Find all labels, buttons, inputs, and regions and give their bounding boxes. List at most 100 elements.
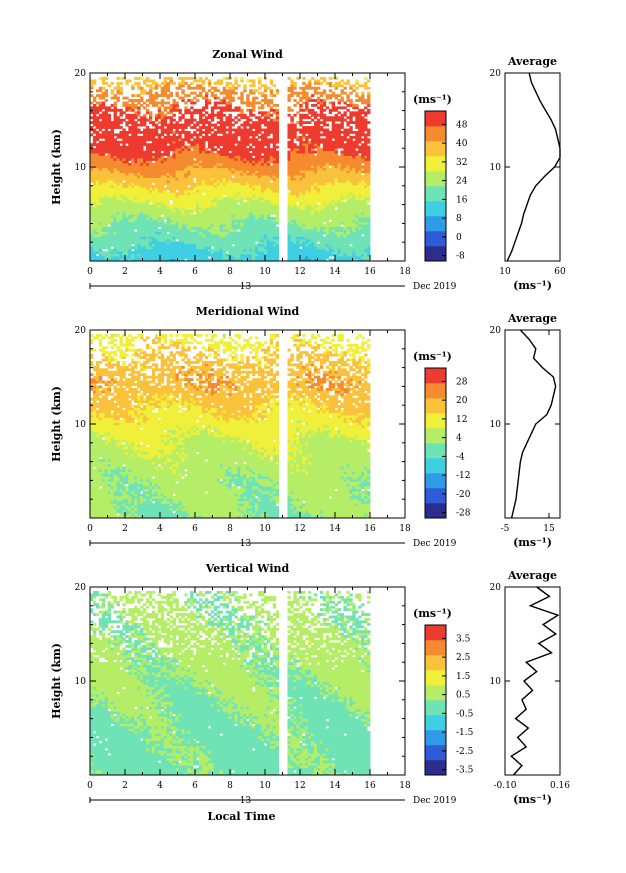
- heatmap-cell: [219, 79, 224, 83]
- heatmap-cell: [107, 155, 112, 159]
- heatmap-cell: [166, 116, 170, 120]
- heatmap-cell: [175, 253, 179, 257]
- heatmap-cell: [308, 126, 312, 129]
- heatmap-cell: [95, 231, 100, 235]
- heatmap-cell: [319, 258, 324, 262]
- heatmap-cell: [119, 157, 123, 161]
- heatmap-cell: [134, 150, 138, 154]
- heatmap-cell: [263, 184, 268, 188]
- heatmap-cell: [151, 145, 156, 149]
- heatmap-cell: [207, 123, 212, 127]
- heatmap-cell: [222, 155, 226, 159]
- heatmap-cell: [234, 224, 238, 228]
- heatmap-cell: [213, 219, 218, 223]
- heatmap-cell: [325, 256, 330, 259]
- heatmap-cell: [325, 211, 330, 215]
- heatmap-cell: [228, 207, 232, 210]
- heatmap-cell: [243, 226, 247, 230]
- heatmap-cell: [202, 214, 206, 218]
- heatmap-cell: [175, 138, 179, 142]
- heatmap-cell: [107, 170, 112, 174]
- heatmap-cell: [178, 155, 182, 159]
- heatmap-cell: [305, 153, 309, 156]
- heatmap-cell: [290, 148, 294, 151]
- heatmap-cell: [325, 170, 330, 174]
- heatmap-cell: [234, 172, 238, 176]
- heatmap-cell: [137, 234, 141, 237]
- heatmap-cell: [125, 224, 129, 228]
- heatmap-cell: [134, 155, 138, 159]
- heatmap-cell: [255, 116, 259, 120]
- heatmap-cell: [231, 226, 235, 230]
- heatmap-cell: [92, 106, 97, 110]
- heatmap-cell: [222, 189, 226, 193]
- heatmap-cell: [302, 238, 306, 242]
- heatmap-cell: [287, 130, 291, 134]
- heatmap-cell: [104, 189, 109, 193]
- heatmap-cell: [296, 145, 300, 149]
- heatmap-cell: [219, 111, 224, 115]
- heatmap-cell: [169, 256, 173, 259]
- heatmap-cell: [287, 243, 291, 247]
- heatmap-cell: [92, 160, 97, 164]
- heatmap-cell: [148, 177, 153, 181]
- heatmap-cell: [122, 216, 126, 220]
- heatmap-cell: [225, 248, 229, 252]
- heatmap-cell: [260, 94, 265, 98]
- heatmap-cell: [252, 138, 256, 142]
- heatmap-cell: [110, 189, 114, 193]
- heatmap-cell: [148, 246, 153, 250]
- heatmap-cell: [207, 258, 212, 262]
- heatmap-cell: [249, 246, 253, 250]
- heatmap-cell: [287, 204, 291, 208]
- heatmap-cell: [255, 231, 259, 235]
- heatmap-cell: [249, 91, 253, 95]
- heatmap-cell: [98, 157, 103, 161]
- heatmap-cell: [172, 108, 176, 112]
- heatmap-cell: [237, 153, 241, 156]
- heatmap-cell: [104, 229, 109, 232]
- heatmap-cell: [90, 253, 94, 257]
- heatmap-cell: [202, 180, 206, 183]
- heatmap-cell: [190, 197, 194, 201]
- heatmap-cell: [151, 96, 156, 100]
- heatmap-cell: [222, 113, 226, 117]
- heatmap-cell: [287, 187, 291, 191]
- heatmap-cell: [172, 130, 176, 134]
- heatmap-cell: [272, 121, 277, 125]
- heatmap-cell: [98, 162, 103, 166]
- heatmap-cell: [104, 256, 109, 259]
- heatmap-cell: [207, 243, 212, 247]
- heatmap-cell: [316, 123, 321, 127]
- heatmap-cell: [184, 221, 188, 225]
- heatmap-cell: [131, 177, 135, 181]
- heatmap-cell: [207, 165, 212, 169]
- heatmap-cell: [187, 118, 191, 122]
- heatmap-cell: [316, 204, 321, 208]
- heatmap-cell: [113, 231, 117, 235]
- heatmap-cell: [316, 175, 321, 178]
- heatmap-cell: [290, 123, 294, 127]
- heatmap-cell: [122, 118, 126, 122]
- heatmap-cell: [207, 101, 212, 105]
- heatmap-cell: [263, 148, 268, 151]
- heatmap-cell: [166, 123, 170, 127]
- heatmap-cell: [249, 101, 253, 105]
- heatmap-cell: [181, 157, 185, 161]
- heatmap-cell: [184, 167, 188, 171]
- heatmap-cell: [119, 253, 123, 257]
- heatmap-cell: [172, 219, 176, 223]
- heatmap-cell: [157, 216, 162, 220]
- heatmap-cell: [163, 138, 168, 142]
- heatmap-cell: [216, 177, 221, 181]
- heatmap-cell: [296, 197, 300, 201]
- heatmap-cell: [157, 150, 162, 154]
- heatmap-cell: [314, 234, 318, 237]
- heatmap-cell: [316, 86, 321, 90]
- heatmap-cell: [146, 135, 150, 139]
- heatmap-cell: [137, 175, 141, 178]
- heatmap-cell: [151, 184, 156, 188]
- heatmap-cell: [131, 234, 135, 237]
- heatmap-cell: [154, 96, 159, 100]
- heatmap-cell: [160, 140, 165, 144]
